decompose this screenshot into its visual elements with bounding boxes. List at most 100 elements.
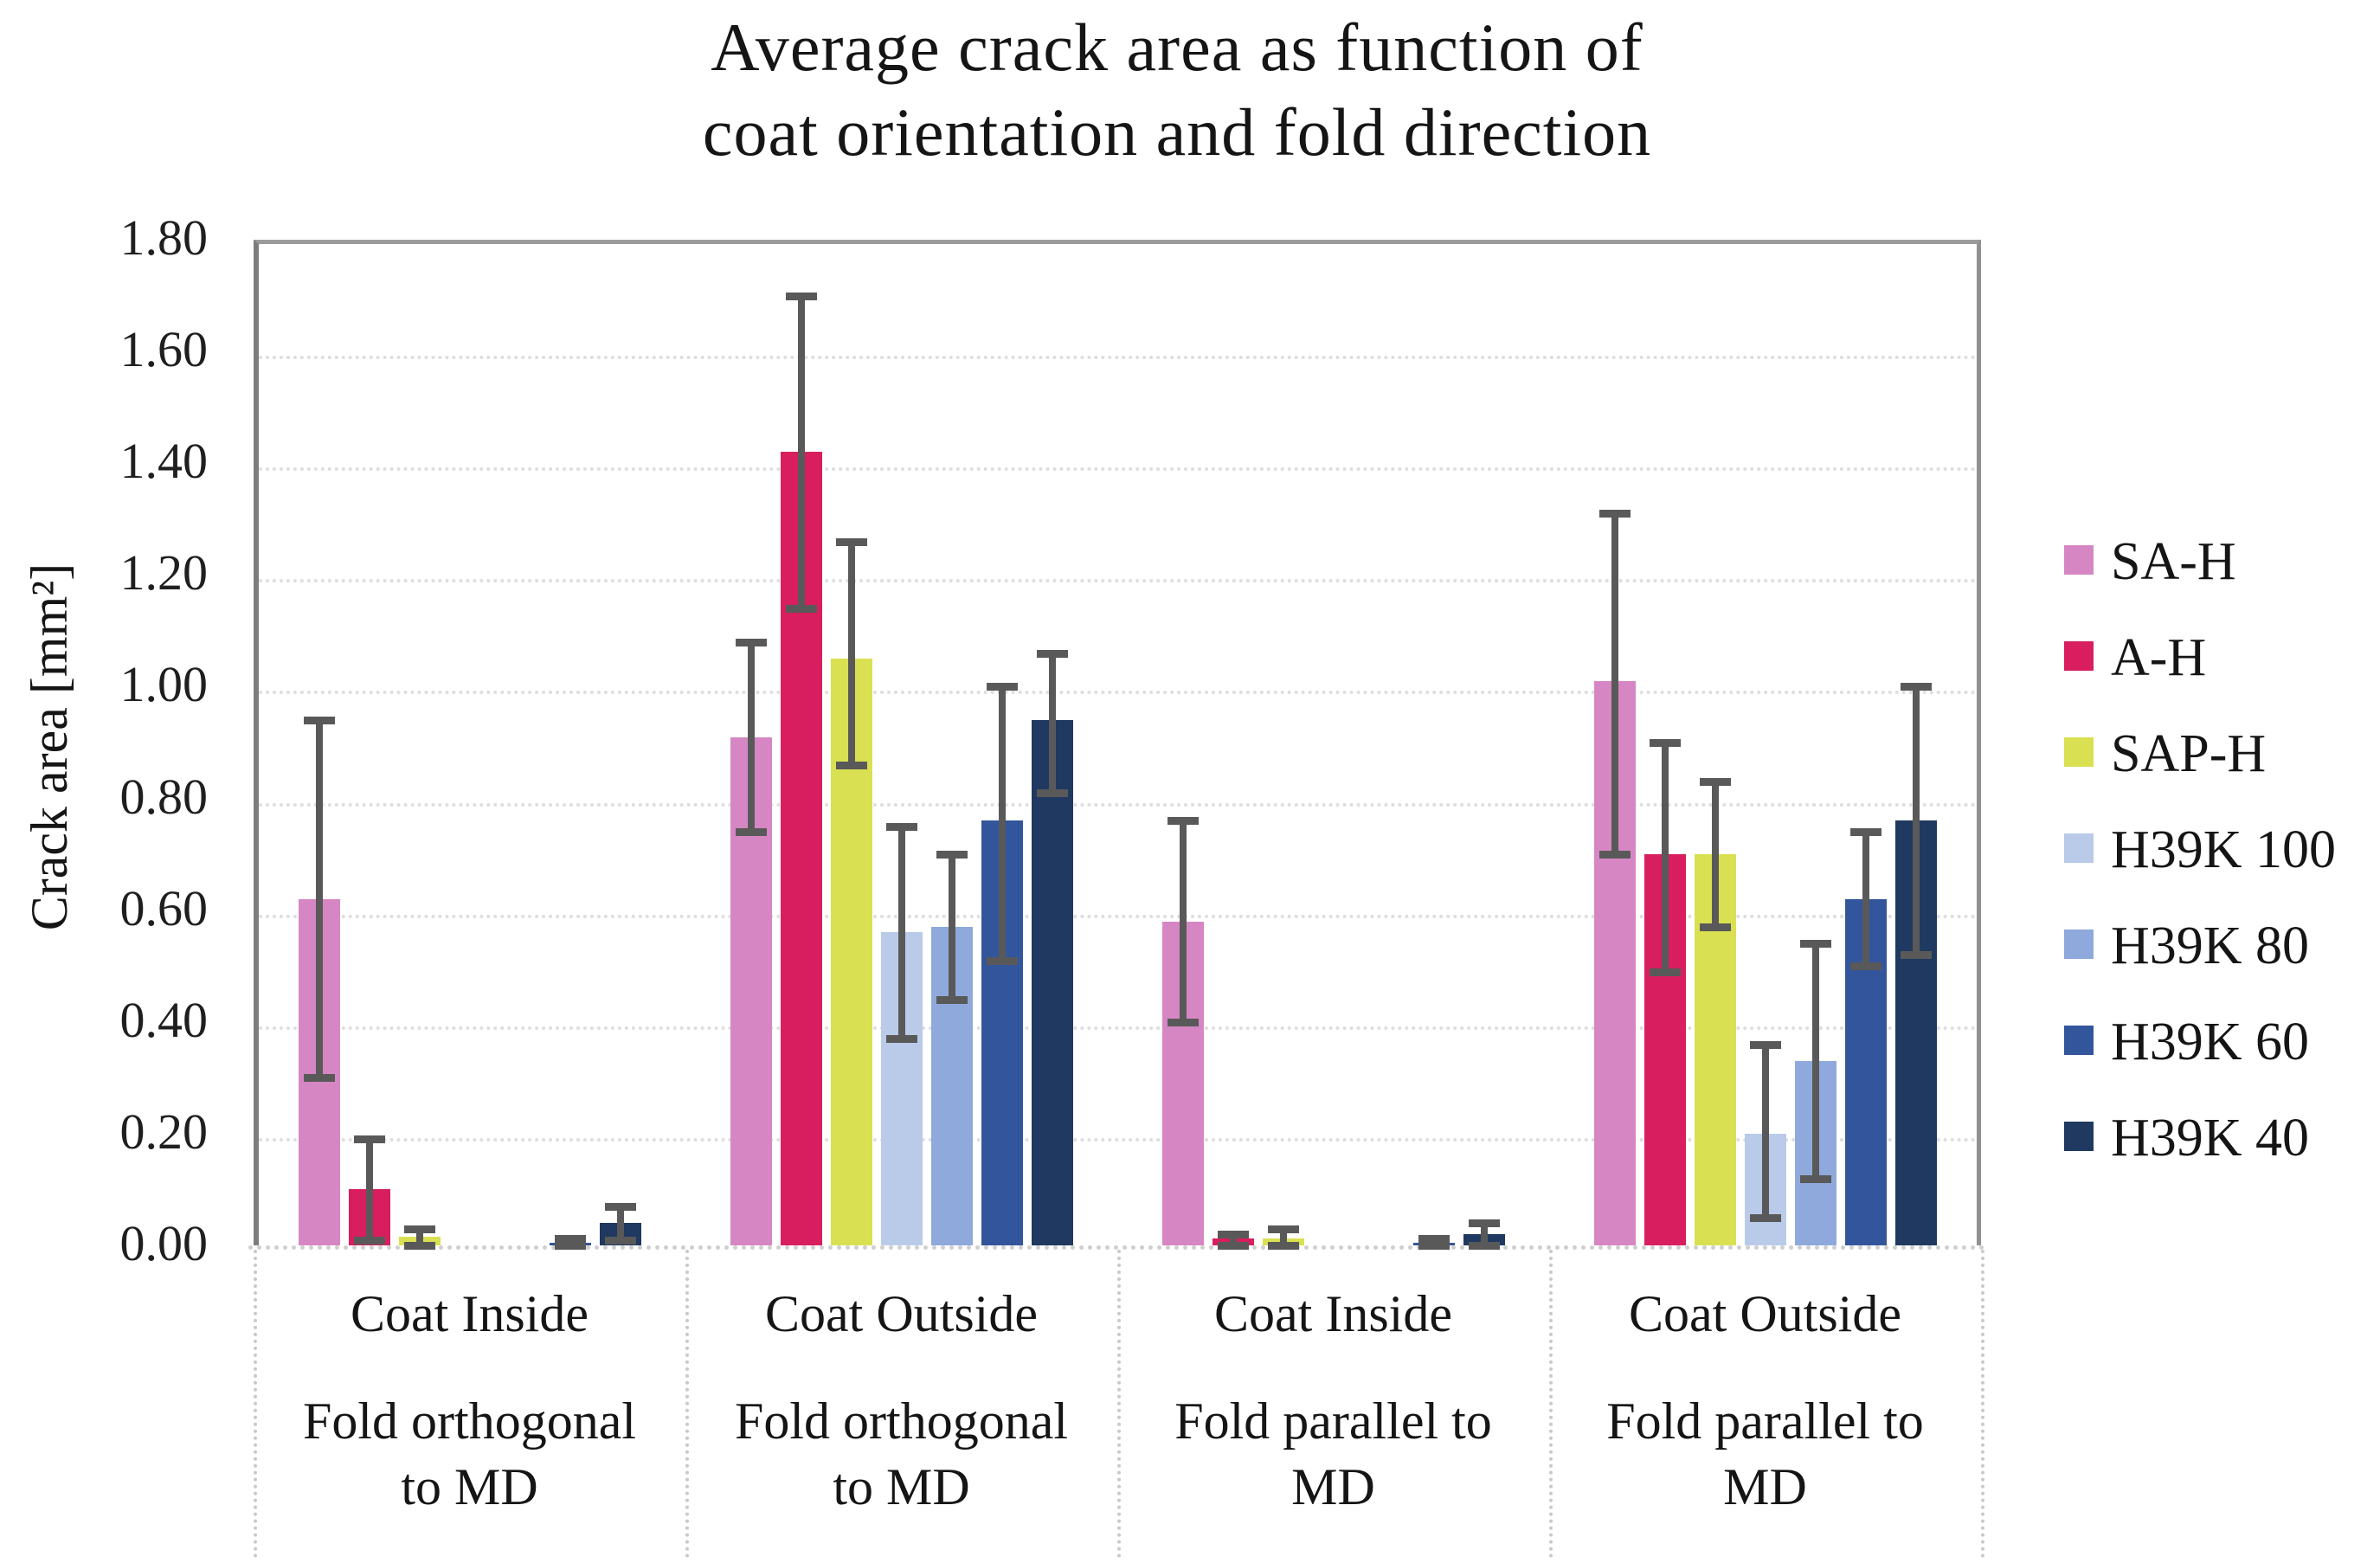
error-bar bbox=[1799, 940, 1831, 949]
error-bar bbox=[1167, 1018, 1199, 1026]
category-label-coat: Coat Outside bbox=[1629, 1285, 1901, 1342]
error-bar bbox=[1649, 739, 1681, 747]
category-label-coat: Coat Inside bbox=[1214, 1285, 1452, 1342]
gridline bbox=[259, 356, 1977, 360]
y-tick-label: 0.40 bbox=[119, 991, 209, 1048]
category-divider bbox=[1549, 1250, 1553, 1558]
error-bar bbox=[1849, 828, 1881, 837]
gridline bbox=[259, 691, 1977, 695]
y-tick-label: 1.20 bbox=[119, 544, 209, 601]
gridline bbox=[259, 914, 1977, 918]
error-bar bbox=[785, 292, 817, 300]
gridline bbox=[259, 1137, 1977, 1142]
error-bar bbox=[554, 1235, 586, 1244]
error-bar bbox=[616, 1206, 624, 1240]
y-axis-title: Crack area [mm²] bbox=[21, 563, 78, 931]
category-label-fold: Fold orthogonal to MD bbox=[303, 1393, 636, 1515]
error-bar bbox=[1912, 686, 1920, 955]
y-tick-label: 0.00 bbox=[119, 1215, 209, 1271]
legend-swatch bbox=[2064, 833, 2094, 863]
category-cell: Coat Outside Fold parallel to MD bbox=[1549, 1250, 1981, 1558]
error-bar bbox=[604, 1236, 636, 1245]
error-bar bbox=[1267, 1242, 1299, 1250]
category-label-coat: Coat Inside bbox=[351, 1285, 589, 1342]
error-bar bbox=[735, 638, 767, 646]
error-bar bbox=[1048, 653, 1056, 794]
category-divider bbox=[1117, 1250, 1121, 1558]
error-bar bbox=[847, 541, 855, 765]
error-bar bbox=[1036, 649, 1068, 658]
legend-label: A-H bbox=[2111, 628, 2207, 687]
y-tick-label: 0.20 bbox=[119, 1103, 209, 1160]
error-bar bbox=[303, 1074, 335, 1083]
error-bar bbox=[1761, 1044, 1769, 1218]
error-bar bbox=[353, 1236, 385, 1245]
bar-h39k-40-group2 bbox=[1031, 720, 1073, 1245]
error-bar bbox=[1611, 513, 1618, 855]
error-bar bbox=[1799, 1174, 1831, 1183]
error-bar bbox=[986, 956, 1018, 965]
error-bar bbox=[1418, 1235, 1450, 1244]
error-bar bbox=[1480, 1223, 1488, 1245]
error-bar bbox=[1900, 951, 1932, 960]
error-bar bbox=[1699, 778, 1731, 787]
error-bar bbox=[885, 1035, 917, 1044]
error-bar bbox=[1661, 743, 1669, 972]
error-bar bbox=[1167, 817, 1199, 826]
legend-label: SA-H bbox=[2111, 532, 2236, 591]
error-bar bbox=[998, 686, 1006, 961]
error-bar bbox=[1598, 510, 1631, 518]
error-bar bbox=[1900, 683, 1932, 691]
error-bar bbox=[897, 826, 905, 1039]
error-bar bbox=[1649, 968, 1681, 976]
legend-label: H39K 100 bbox=[2111, 820, 2337, 879]
gridline bbox=[259, 467, 1977, 472]
legend-label: H39K 60 bbox=[2111, 1013, 2310, 1071]
error-bar bbox=[365, 1139, 373, 1240]
error-bar bbox=[735, 828, 767, 837]
error-bar bbox=[1811, 943, 1819, 1179]
y-tick-label: 0.60 bbox=[119, 879, 209, 936]
error-bar bbox=[1279, 1228, 1287, 1245]
chart-title: Average crack area as function of coat o… bbox=[260, 5, 2094, 175]
category-label-coat: Coat Outside bbox=[765, 1285, 1038, 1342]
gridline bbox=[259, 802, 1977, 807]
legend-label: H39K 40 bbox=[2111, 1109, 2310, 1167]
error-bar bbox=[1749, 1213, 1781, 1222]
error-bar bbox=[604, 1202, 636, 1211]
legend-label: H39K 80 bbox=[2111, 917, 2310, 975]
category-divider bbox=[685, 1250, 689, 1558]
x-axis-line bbox=[248, 1245, 1985, 1250]
error-bar bbox=[885, 822, 917, 831]
error-bar bbox=[785, 605, 817, 614]
legend-swatch bbox=[2064, 1026, 2094, 1055]
category-divider bbox=[254, 1250, 257, 1558]
gridline bbox=[259, 1026, 1977, 1030]
category-divider bbox=[1981, 1250, 1984, 1558]
error-bar bbox=[1468, 1242, 1500, 1250]
error-bar bbox=[747, 641, 755, 833]
legend-swatch bbox=[2064, 737, 2094, 767]
legend-swatch bbox=[2064, 1122, 2094, 1151]
error-bar bbox=[936, 995, 968, 1004]
error-bar bbox=[1699, 923, 1731, 932]
y-tick-label: 1.40 bbox=[119, 433, 209, 490]
category-cell: Coat Outside Fold orthogonal to MD bbox=[685, 1250, 1117, 1558]
category-label-fold: Fold parallel to MD bbox=[1174, 1393, 1492, 1515]
y-tick-label: 1.60 bbox=[119, 321, 209, 378]
error-bar bbox=[1217, 1242, 1249, 1250]
error-bar bbox=[1849, 962, 1881, 971]
legend-swatch bbox=[2064, 641, 2094, 671]
category-axis: Coat Inside Fold orthogonal to MD Coat Out… bbox=[254, 1250, 1984, 1558]
plot-area bbox=[254, 240, 1981, 1245]
error-bar bbox=[403, 1242, 435, 1250]
error-bar bbox=[1749, 1040, 1781, 1049]
error-bar bbox=[835, 761, 867, 769]
legend-label: SAP-H bbox=[2111, 724, 2267, 783]
chart-title-line-2: coat orientation and fold direction bbox=[702, 94, 1652, 170]
category-label-fold: Fold orthogonal to MD bbox=[735, 1393, 1068, 1515]
error-bar bbox=[353, 1135, 385, 1144]
error-bar bbox=[1179, 820, 1187, 1022]
error-bar bbox=[797, 295, 805, 609]
error-bar bbox=[1468, 1219, 1500, 1228]
